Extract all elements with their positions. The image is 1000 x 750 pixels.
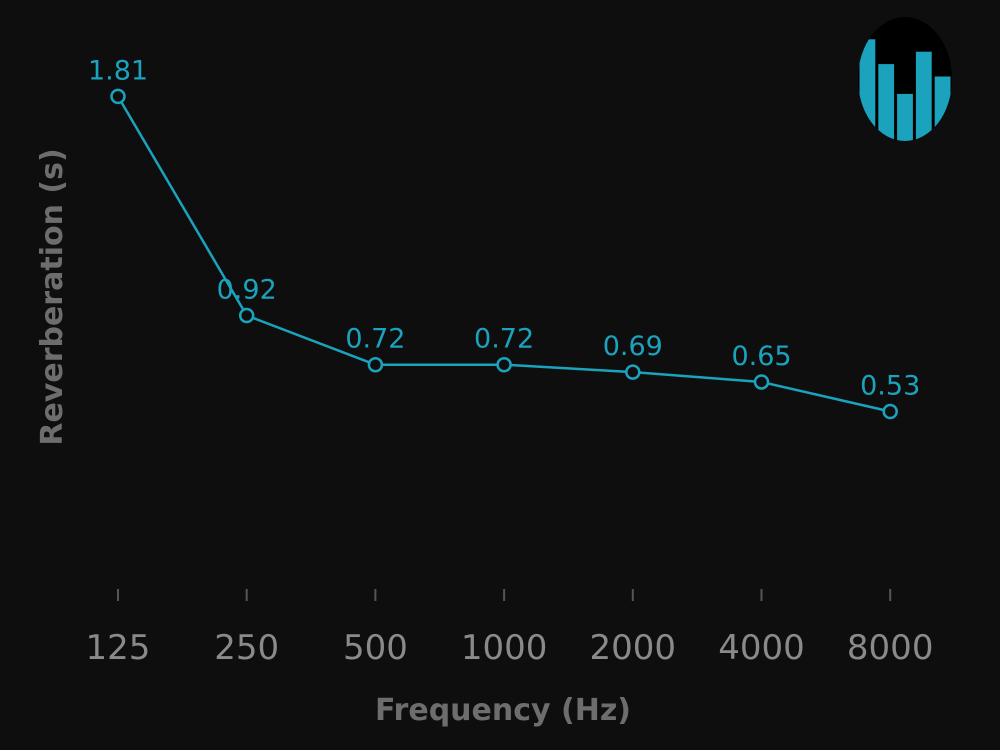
x-tick-label-2000: 2000 <box>590 628 677 668</box>
logo-bar <box>878 64 895 141</box>
data-labels: 1.81 0.92 0.72 0.72 0.69 0.65 0.53 <box>88 55 920 401</box>
data-label-500: 0.72 <box>345 324 405 355</box>
data-point-8000 <box>882 403 898 420</box>
x-tick-label-1000: 1000 <box>461 628 548 668</box>
data-point-125 <box>110 88 126 105</box>
data-label-250: 0.92 <box>217 274 277 305</box>
data-point-500 <box>367 356 384 373</box>
data-label-8000: 0.53 <box>860 371 920 402</box>
data-point-4000 <box>753 374 770 390</box>
data-label-2000: 0.69 <box>603 331 663 362</box>
x-axis-tick-labels: 125 250 500 1000 2000 4000 8000 <box>86 628 934 668</box>
data-point-1000 <box>496 356 512 373</box>
x-tick-label-4000: 4000 <box>718 628 805 668</box>
y-axis-title: Reverberation (s) <box>35 148 70 445</box>
logo-bar <box>915 51 932 141</box>
equalizer-bars-logo-icon <box>858 17 952 141</box>
logo-bar <box>859 39 876 141</box>
data-point-250 <box>238 307 255 324</box>
x-tick-label-250: 250 <box>214 628 279 668</box>
x-tick-label-8000: 8000 <box>847 628 934 668</box>
x-axis-title: Frequency (Hz) <box>375 693 631 728</box>
logo-bar <box>934 76 951 141</box>
x-tick-label-500: 500 <box>343 628 408 668</box>
logo-bar <box>897 93 913 141</box>
data-points <box>110 88 898 420</box>
data-label-125: 1.81 <box>88 55 148 86</box>
data-label-1000: 0.72 <box>474 324 534 355</box>
x-tick-label-125: 125 <box>86 628 151 668</box>
x-axis-ticks <box>117 589 892 601</box>
data-point-2000 <box>625 364 641 380</box>
data-label-4000: 0.65 <box>731 341 791 372</box>
